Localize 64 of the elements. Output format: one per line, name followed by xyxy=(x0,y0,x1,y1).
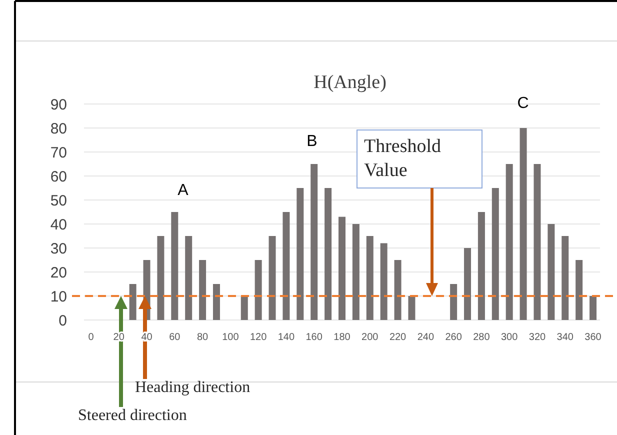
text: Steered direction xyxy=(78,407,187,424)
x-tick-label: 180 xyxy=(334,332,351,343)
bar xyxy=(310,164,318,320)
x-tick-label: 140 xyxy=(278,332,295,343)
x-tick-label: 80 xyxy=(196,332,209,343)
bar xyxy=(576,260,583,320)
bar xyxy=(380,243,388,320)
bar xyxy=(212,284,220,320)
x-tick-label: 120 xyxy=(250,332,268,343)
bar xyxy=(199,260,206,320)
y-tick-label: 70 xyxy=(50,144,67,162)
x-tick-label: 280 xyxy=(473,332,490,343)
x-tick-label: 100 xyxy=(222,332,240,343)
x-tick-label: 320 xyxy=(528,332,546,343)
bar xyxy=(171,212,178,320)
bar xyxy=(268,236,276,320)
bar xyxy=(352,224,360,320)
y-tick-label: 10 xyxy=(50,288,67,306)
x-tick-label: 160 xyxy=(306,332,323,343)
bar xyxy=(520,128,527,320)
x-tick-label: 220 xyxy=(389,332,407,343)
x-tick-label: 340 xyxy=(556,332,574,343)
x-tick-label: 260 xyxy=(445,332,462,343)
x-tick-label: 240 xyxy=(417,332,434,343)
chart-title: H(Angle) xyxy=(314,72,386,93)
bar xyxy=(296,188,304,320)
y-tick-label: 90 xyxy=(50,96,67,114)
bar xyxy=(157,236,164,320)
bar xyxy=(185,236,192,320)
bar xyxy=(240,296,248,320)
bar xyxy=(562,236,569,320)
y-tick-label: 20 xyxy=(50,264,67,282)
x-tick-label: 200 xyxy=(362,332,379,343)
x-tick-label: 300 xyxy=(501,332,518,343)
annotation: Threshold Value xyxy=(364,136,442,181)
bar xyxy=(282,212,290,320)
x-tick-label: 360 xyxy=(584,332,602,343)
text: Heading direction xyxy=(135,379,250,396)
y-tick-label: 80 xyxy=(50,120,67,138)
bar xyxy=(394,260,402,320)
y-tick-label: 40 xyxy=(50,216,67,234)
bar xyxy=(366,236,374,320)
bar xyxy=(492,188,499,320)
y-tick-label: 0 xyxy=(58,312,67,330)
bar xyxy=(464,248,472,320)
y-tick-label: 60 xyxy=(50,168,67,186)
bar xyxy=(129,284,136,320)
bar xyxy=(338,216,346,320)
bar xyxy=(408,296,416,320)
annotation: C xyxy=(517,95,529,112)
y-tick-label: 30 xyxy=(50,240,67,258)
bar xyxy=(590,296,597,320)
y-tick-label: 50 xyxy=(50,192,67,210)
bar xyxy=(254,260,262,320)
bar xyxy=(324,188,332,320)
x-tick-label: 0 xyxy=(88,332,94,343)
bar xyxy=(478,212,485,320)
bar xyxy=(534,164,541,320)
x-tick-label: 60 xyxy=(169,332,181,343)
bar xyxy=(506,164,513,320)
bar xyxy=(548,224,555,320)
annotation: A xyxy=(178,182,189,199)
bar xyxy=(450,284,458,320)
annotation: B xyxy=(306,133,318,150)
